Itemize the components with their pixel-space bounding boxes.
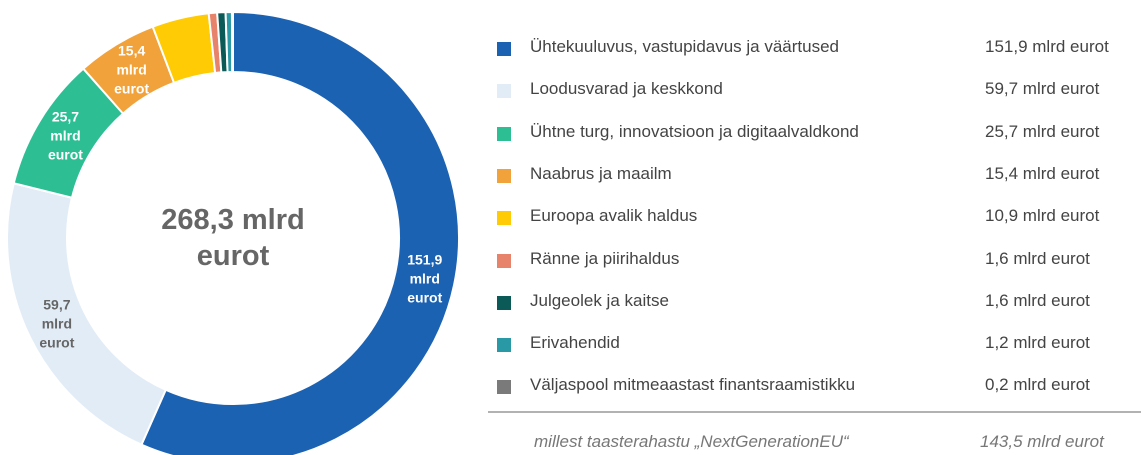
legend-swatch — [497, 42, 511, 56]
legend-label: Ühtne turg, innovatsioon ja digitaalvald… — [530, 121, 859, 141]
legend-swatch — [497, 253, 511, 268]
legend-swatch — [497, 168, 511, 183]
legend-swatch — [497, 295, 511, 310]
legend-label: Erivahendid — [530, 333, 620, 353]
legend-swatch — [497, 84, 511, 99]
slice-label: 151,9 mlrd eurot — [407, 251, 443, 306]
slice-label: 59,7 mlrd eurot — [39, 296, 75, 351]
legend-value: 15,4 mlrd eurot — [985, 163, 1100, 183]
legend-value: 59,7 mlrd eurot — [985, 79, 1100, 99]
slice — [230, 10, 234, 74]
slice — [140, 10, 460, 455]
slice-label: 25,7 mlrd eurot — [47, 108, 83, 163]
legend-label: Loodusvarad ja keskkond — [530, 79, 723, 99]
legend-label: Euroopa avalik haldus — [530, 206, 698, 226]
center-label: 268,3 mlrd eurot — [161, 204, 305, 272]
legend-value: 1,2 mlrd eurot — [985, 333, 1090, 353]
legend-value: 151,9 mlrd eurot — [985, 37, 1109, 56]
note-value: 143,5 mlrd eurot — [980, 432, 1104, 451]
note-text: millest taasterahastu „NextGenerationEU“ — [534, 432, 849, 451]
legend-label: Julgeolek ja kaitse — [530, 290, 669, 310]
legend-value: 25,7 mlrd eurot — [985, 121, 1100, 141]
legend-value: 1,6 mlrd eurot — [985, 248, 1090, 268]
legend-swatch — [497, 338, 511, 353]
legend-value: 0,2 mlrd eurot — [985, 375, 1090, 395]
legend-label: Ühtekuuluvus, vastupidavus ja väärtused — [530, 37, 840, 56]
legend-swatch — [497, 380, 511, 395]
legend-label: Väljaspool mitmeaastast finantsraamistik… — [530, 375, 856, 395]
legend-value: 10,9 mlrd eurot — [985, 206, 1100, 226]
slice-label: 15,4 mlrd eurot — [114, 42, 150, 97]
legend-label: Ränne ja piirihaldus — [530, 248, 680, 268]
legend-swatch — [497, 211, 511, 226]
legend-swatch — [497, 126, 511, 141]
legend-value: 1,6 mlrd eurot — [985, 290, 1090, 310]
legend-label: Naabrus ja maailm — [530, 163, 672, 183]
